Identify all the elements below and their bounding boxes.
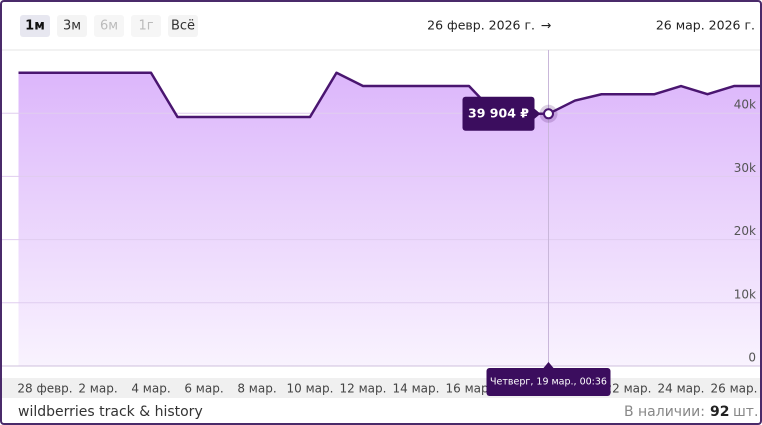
range-button[interactable]: [168, 15, 198, 37]
date-tooltip: [486, 368, 611, 396]
x-tick-label: 2 мар.: [78, 382, 117, 396]
range-button[interactable]: [20, 15, 50, 37]
date-to: 26 мар. 2026 г.: [656, 18, 755, 33]
hover-point: [543, 108, 554, 120]
stock-label: В наличии:: [624, 404, 705, 420]
x-tick-label: 28 февр.: [17, 382, 72, 396]
x-tick-label: 16 мар.: [446, 382, 493, 396]
date-from: 26 февр. 2026 г.: [427, 18, 535, 33]
y-tick-label: 10k: [734, 287, 756, 301]
range-label: 1г: [138, 19, 153, 34]
line: [18, 71, 760, 119]
y-tick-label: 40k: [734, 98, 756, 112]
stock-unit: шт.: [733, 404, 758, 420]
x-tick-label: 14 мар.: [393, 382, 440, 396]
date-tooltip-arrow: [543, 362, 554, 368]
y-tick-label: 30k: [734, 161, 756, 175]
hover-date: Четверг, 19 мар., 00:36: [490, 377, 607, 388]
range-label: 3м: [63, 19, 81, 34]
y-tick-label: 20k: [734, 224, 756, 238]
stock-value: 92: [710, 404, 729, 420]
range-label: 1м: [25, 19, 45, 34]
x-tick-label: 22 мар.: [605, 382, 652, 396]
x-tick-label: 24 мар.: [658, 382, 705, 396]
x-tick-label: 12 мар.: [340, 382, 387, 396]
x-tick-label: 4 мар.: [131, 382, 170, 396]
range-button[interactable]: [57, 15, 87, 37]
range-label: Всё: [171, 19, 195, 34]
x-tick-label: 26 мар.: [711, 382, 758, 396]
range-label: 6м: [100, 19, 118, 34]
value-tooltip-arrow: [534, 108, 541, 119]
value-label: 39 904 ₽: [468, 105, 529, 120]
x-tick-label: 8 мар.: [237, 382, 276, 396]
range-button: [94, 15, 124, 37]
x-tick-label: 6 мар.: [184, 382, 223, 396]
range-button: [131, 15, 161, 37]
range-separator: →: [541, 18, 551, 33]
x-tick-label: 10 мар.: [287, 382, 334, 396]
brand: wildberries track & history: [18, 404, 203, 420]
y-tick-label: 0: [748, 351, 756, 365]
value-tooltip: [462, 96, 535, 131]
area: [18, 72, 760, 366]
